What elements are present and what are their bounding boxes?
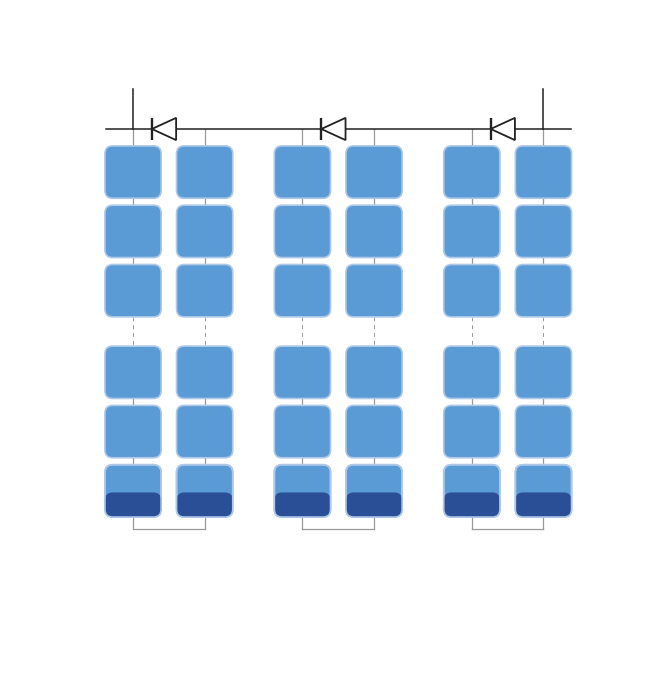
FancyBboxPatch shape [515,406,572,458]
FancyBboxPatch shape [177,146,233,198]
FancyBboxPatch shape [444,346,500,399]
FancyBboxPatch shape [346,346,402,399]
FancyBboxPatch shape [177,346,233,399]
FancyBboxPatch shape [346,492,402,517]
FancyBboxPatch shape [444,146,500,198]
FancyBboxPatch shape [515,146,572,198]
FancyBboxPatch shape [444,265,500,317]
FancyBboxPatch shape [275,406,331,458]
FancyBboxPatch shape [105,205,161,257]
FancyBboxPatch shape [444,464,500,517]
FancyBboxPatch shape [105,492,161,517]
FancyBboxPatch shape [444,205,500,257]
FancyBboxPatch shape [275,464,331,517]
FancyBboxPatch shape [515,265,572,317]
FancyBboxPatch shape [105,464,161,517]
FancyBboxPatch shape [105,265,161,317]
Polygon shape [152,118,176,140]
FancyBboxPatch shape [275,346,331,399]
FancyBboxPatch shape [105,406,161,458]
FancyBboxPatch shape [346,406,402,458]
Polygon shape [491,118,515,140]
FancyBboxPatch shape [177,205,233,257]
FancyBboxPatch shape [444,492,500,517]
FancyBboxPatch shape [515,346,572,399]
FancyBboxPatch shape [105,346,161,399]
FancyBboxPatch shape [515,492,572,517]
Polygon shape [321,118,346,140]
FancyBboxPatch shape [275,205,331,257]
FancyBboxPatch shape [346,265,402,317]
FancyBboxPatch shape [177,464,233,517]
FancyBboxPatch shape [105,146,161,198]
FancyBboxPatch shape [346,205,402,257]
FancyBboxPatch shape [177,406,233,458]
FancyBboxPatch shape [177,492,233,517]
FancyBboxPatch shape [275,146,331,198]
FancyBboxPatch shape [177,265,233,317]
FancyBboxPatch shape [515,464,572,517]
FancyBboxPatch shape [515,205,572,257]
FancyBboxPatch shape [444,406,500,458]
FancyBboxPatch shape [346,464,402,517]
FancyBboxPatch shape [275,492,331,517]
FancyBboxPatch shape [275,265,331,317]
FancyBboxPatch shape [346,146,402,198]
